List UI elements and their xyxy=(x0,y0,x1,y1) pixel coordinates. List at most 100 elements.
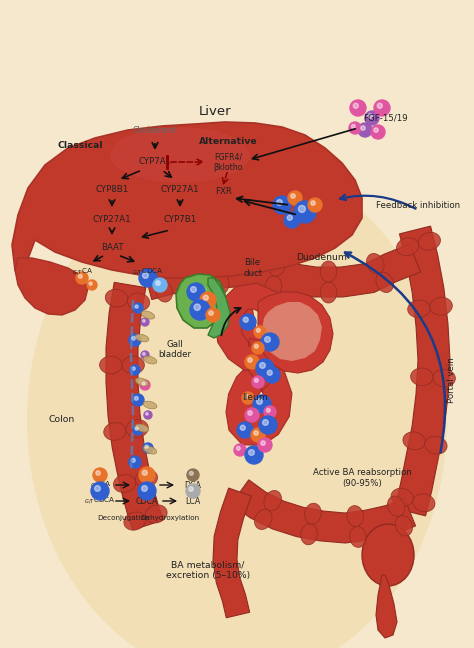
Ellipse shape xyxy=(349,526,366,548)
Circle shape xyxy=(245,408,259,422)
Ellipse shape xyxy=(265,276,282,297)
Circle shape xyxy=(252,376,264,388)
Circle shape xyxy=(245,446,263,464)
Ellipse shape xyxy=(143,356,157,364)
Ellipse shape xyxy=(104,422,126,441)
Circle shape xyxy=(142,382,145,385)
Circle shape xyxy=(287,215,292,220)
Ellipse shape xyxy=(410,368,433,386)
Circle shape xyxy=(139,269,157,287)
Polygon shape xyxy=(106,283,163,530)
Text: CDCA: CDCA xyxy=(136,496,158,505)
Ellipse shape xyxy=(388,496,405,516)
Circle shape xyxy=(261,333,279,351)
Text: CYP8B1: CYP8B1 xyxy=(95,185,128,194)
Ellipse shape xyxy=(305,503,321,524)
Ellipse shape xyxy=(156,281,173,302)
Circle shape xyxy=(361,126,365,130)
Text: Dehydroxylation: Dehydroxylation xyxy=(140,515,200,521)
Ellipse shape xyxy=(211,252,228,273)
Circle shape xyxy=(259,416,277,434)
Text: Classical: Classical xyxy=(57,141,103,150)
Circle shape xyxy=(277,200,283,205)
Circle shape xyxy=(187,283,205,301)
Circle shape xyxy=(237,446,240,450)
Circle shape xyxy=(242,392,254,404)
Text: Portal vein: Portal vein xyxy=(447,357,456,403)
Circle shape xyxy=(190,300,210,320)
Ellipse shape xyxy=(128,293,150,310)
Ellipse shape xyxy=(397,238,419,256)
Circle shape xyxy=(91,482,109,500)
Circle shape xyxy=(194,304,201,310)
Circle shape xyxy=(266,408,270,412)
Text: Alternative: Alternative xyxy=(199,137,257,146)
Text: Liver: Liver xyxy=(199,105,231,118)
Circle shape xyxy=(209,311,213,316)
Circle shape xyxy=(374,128,378,132)
Ellipse shape xyxy=(150,261,167,282)
Polygon shape xyxy=(144,244,420,299)
Ellipse shape xyxy=(320,261,337,282)
Circle shape xyxy=(311,201,315,205)
Circle shape xyxy=(243,318,248,322)
Circle shape xyxy=(186,484,200,498)
Text: Ileum: Ileum xyxy=(242,393,268,402)
Circle shape xyxy=(255,344,258,348)
Ellipse shape xyxy=(141,311,155,319)
Circle shape xyxy=(308,198,322,212)
Ellipse shape xyxy=(100,356,122,374)
Circle shape xyxy=(273,196,291,214)
Circle shape xyxy=(141,318,149,326)
Text: FGF-15/19: FGF-15/19 xyxy=(363,113,407,122)
Text: FXR: FXR xyxy=(215,187,232,196)
Circle shape xyxy=(260,363,265,368)
Ellipse shape xyxy=(268,255,285,276)
Ellipse shape xyxy=(110,128,250,183)
Ellipse shape xyxy=(136,470,157,487)
Ellipse shape xyxy=(105,289,128,307)
Circle shape xyxy=(267,370,273,375)
Circle shape xyxy=(294,201,316,223)
Ellipse shape xyxy=(126,420,148,437)
Circle shape xyxy=(255,378,258,382)
Polygon shape xyxy=(208,278,230,338)
Circle shape xyxy=(237,422,253,438)
Circle shape xyxy=(240,425,246,430)
Text: DCA: DCA xyxy=(184,481,201,489)
Text: Active BA reabsorption
(90-95%): Active BA reabsorption (90-95%) xyxy=(313,469,411,488)
Circle shape xyxy=(263,420,268,425)
Circle shape xyxy=(132,394,144,406)
Circle shape xyxy=(95,485,100,491)
Circle shape xyxy=(240,314,256,330)
Circle shape xyxy=(253,395,271,413)
Text: Duodenum: Duodenum xyxy=(297,253,347,262)
Circle shape xyxy=(139,467,155,483)
Ellipse shape xyxy=(425,436,447,454)
Circle shape xyxy=(252,342,264,354)
Ellipse shape xyxy=(391,489,413,506)
Circle shape xyxy=(351,124,355,128)
Circle shape xyxy=(365,111,379,125)
Circle shape xyxy=(248,411,252,415)
Circle shape xyxy=(256,399,263,404)
Circle shape xyxy=(135,427,138,430)
Circle shape xyxy=(374,100,390,116)
Circle shape xyxy=(191,286,196,292)
Ellipse shape xyxy=(27,160,447,648)
Circle shape xyxy=(131,336,135,340)
Circle shape xyxy=(96,471,100,475)
Circle shape xyxy=(203,295,208,300)
Circle shape xyxy=(254,431,258,435)
Text: $_{G/T}$CDCA: $_{G/T}$CDCA xyxy=(132,267,164,277)
Text: $_{G/T}$CA: $_{G/T}$CA xyxy=(72,267,92,277)
Ellipse shape xyxy=(135,334,149,342)
Text: Cholesterol: Cholesterol xyxy=(133,126,177,135)
Circle shape xyxy=(87,280,97,290)
Ellipse shape xyxy=(418,233,440,250)
Circle shape xyxy=(291,194,295,198)
Circle shape xyxy=(254,326,266,338)
Circle shape xyxy=(131,458,135,462)
Circle shape xyxy=(187,469,199,481)
Circle shape xyxy=(145,445,148,448)
